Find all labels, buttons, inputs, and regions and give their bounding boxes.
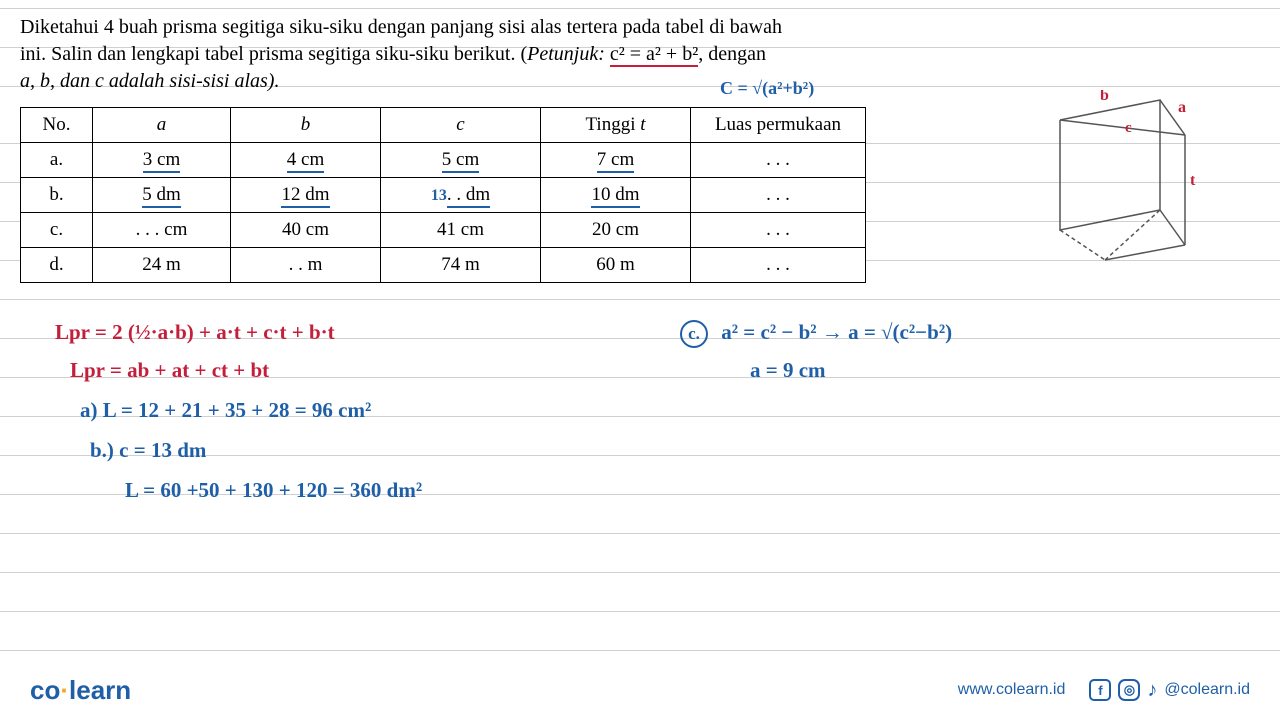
- table-cell: d.: [21, 248, 93, 283]
- pythagoras-formula: c² = a² + b²: [610, 43, 698, 67]
- question-line2-post: , dengan: [698, 43, 766, 65]
- header-lp: Luas permukaan: [691, 108, 866, 143]
- table-header-row: No. a b c Tinggi t Luas permukaan: [21, 108, 866, 143]
- prism-table: No. a b c Tinggi t Luas permukaan a.3 cm…: [20, 107, 1260, 283]
- hw-lpr-formula-2: Lpr = ab + at + ct + bt: [70, 358, 269, 383]
- footer-url: www.colearn.id: [958, 681, 1066, 699]
- logo-learn: learn: [69, 675, 131, 705]
- table-cell: 12 dm: [231, 178, 381, 213]
- header-no: No.: [21, 108, 93, 143]
- logo-dot: ·: [60, 675, 69, 705]
- table-cell: . . .: [691, 248, 866, 283]
- header-b: b: [231, 108, 381, 143]
- question-line1: Diketahui 4 buah prisma segitiga siku-si…: [20, 16, 782, 38]
- table-row: b.5 dm12 dm13. . dm10 dm. . .: [21, 178, 866, 213]
- table-cell: 5 cm: [381, 143, 541, 178]
- table-cell: 7 cm: [541, 143, 691, 178]
- table-cell: 4 cm: [231, 143, 381, 178]
- social-handle: @colearn.id: [1164, 681, 1250, 699]
- table-cell: . . . cm: [93, 213, 231, 248]
- tiktok-icon: ♪: [1147, 679, 1157, 702]
- hw-answer-c-result: a = 9 cm: [750, 358, 826, 383]
- hw-answer-b-c: b.) c = 13 dm: [90, 438, 206, 463]
- table-cell: . . .: [691, 213, 866, 248]
- header-c: c: [381, 108, 541, 143]
- table-cell: 10 dm: [541, 178, 691, 213]
- table-cell: 5 dm: [93, 178, 231, 213]
- logo-co: co: [30, 675, 60, 705]
- table-row: d.24 m. . m74 m60 m. . .: [21, 248, 866, 283]
- header-t: Tinggi t: [541, 108, 691, 143]
- header-a: a: [93, 108, 231, 143]
- table-cell: . . m: [231, 248, 381, 283]
- instagram-icon: ◎: [1118, 679, 1140, 701]
- social-icons: f ◎ ♪ @colearn.id: [1089, 679, 1250, 702]
- hw-answer-b-l: L = 60 +50 + 130 + 120 = 360 dm²: [125, 478, 422, 503]
- table-row: c.. . . cm40 cm41 cm20 cm. . .: [21, 213, 866, 248]
- c-formula-text: a² = c² − b² → a = √(c²−b²): [721, 320, 952, 344]
- table-cell: 41 cm: [381, 213, 541, 248]
- table-cell: 74 m: [381, 248, 541, 283]
- table-row: a.3 cm4 cm5 cm7 cm. . .: [21, 143, 866, 178]
- question-hint-label: Petunjuk:: [527, 43, 610, 65]
- footer: co·learn www.colearn.id f ◎ ♪ @colearn.i…: [0, 660, 1280, 720]
- table-cell: a.: [21, 143, 93, 178]
- question-line2-pre: ini. Salin dan lengkapi tabel prisma seg…: [20, 43, 527, 65]
- question-line3: a, b, dan c adalah sisi-sisi alas).: [20, 70, 279, 92]
- footer-right: www.colearn.id f ◎ ♪ @colearn.id: [958, 679, 1250, 702]
- table-cell: . . .: [691, 143, 866, 178]
- hw-answer-a: a) L = 12 + 21 + 35 + 28 = 96 cm²: [80, 398, 371, 423]
- table-cell: 13. . dm: [381, 178, 541, 213]
- table-cell: 20 cm: [541, 213, 691, 248]
- table-cell: b.: [21, 178, 93, 213]
- facebook-icon: f: [1089, 679, 1111, 701]
- table-cell: 40 cm: [231, 213, 381, 248]
- hw-lpr-formula-1: Lpr = 2 (½·a·b) + a·t + c·t + b·t: [55, 320, 335, 345]
- c-badge: c.: [680, 320, 708, 348]
- table-cell: . . .: [691, 178, 866, 213]
- table-cell: c.: [21, 213, 93, 248]
- colearn-logo: co·learn: [30, 675, 131, 706]
- table-cell: 3 cm: [93, 143, 231, 178]
- table-cell: 60 m: [541, 248, 691, 283]
- table-cell: 24 m: [93, 248, 231, 283]
- hw-answer-c-formula: c. a² = c² − b² → a = √(c²−b²): [680, 320, 952, 348]
- content-area: Diketahui 4 buah prisma segitiga siku-si…: [0, 0, 1280, 297]
- hint-c-formula: C = √(a²+b²): [720, 78, 814, 99]
